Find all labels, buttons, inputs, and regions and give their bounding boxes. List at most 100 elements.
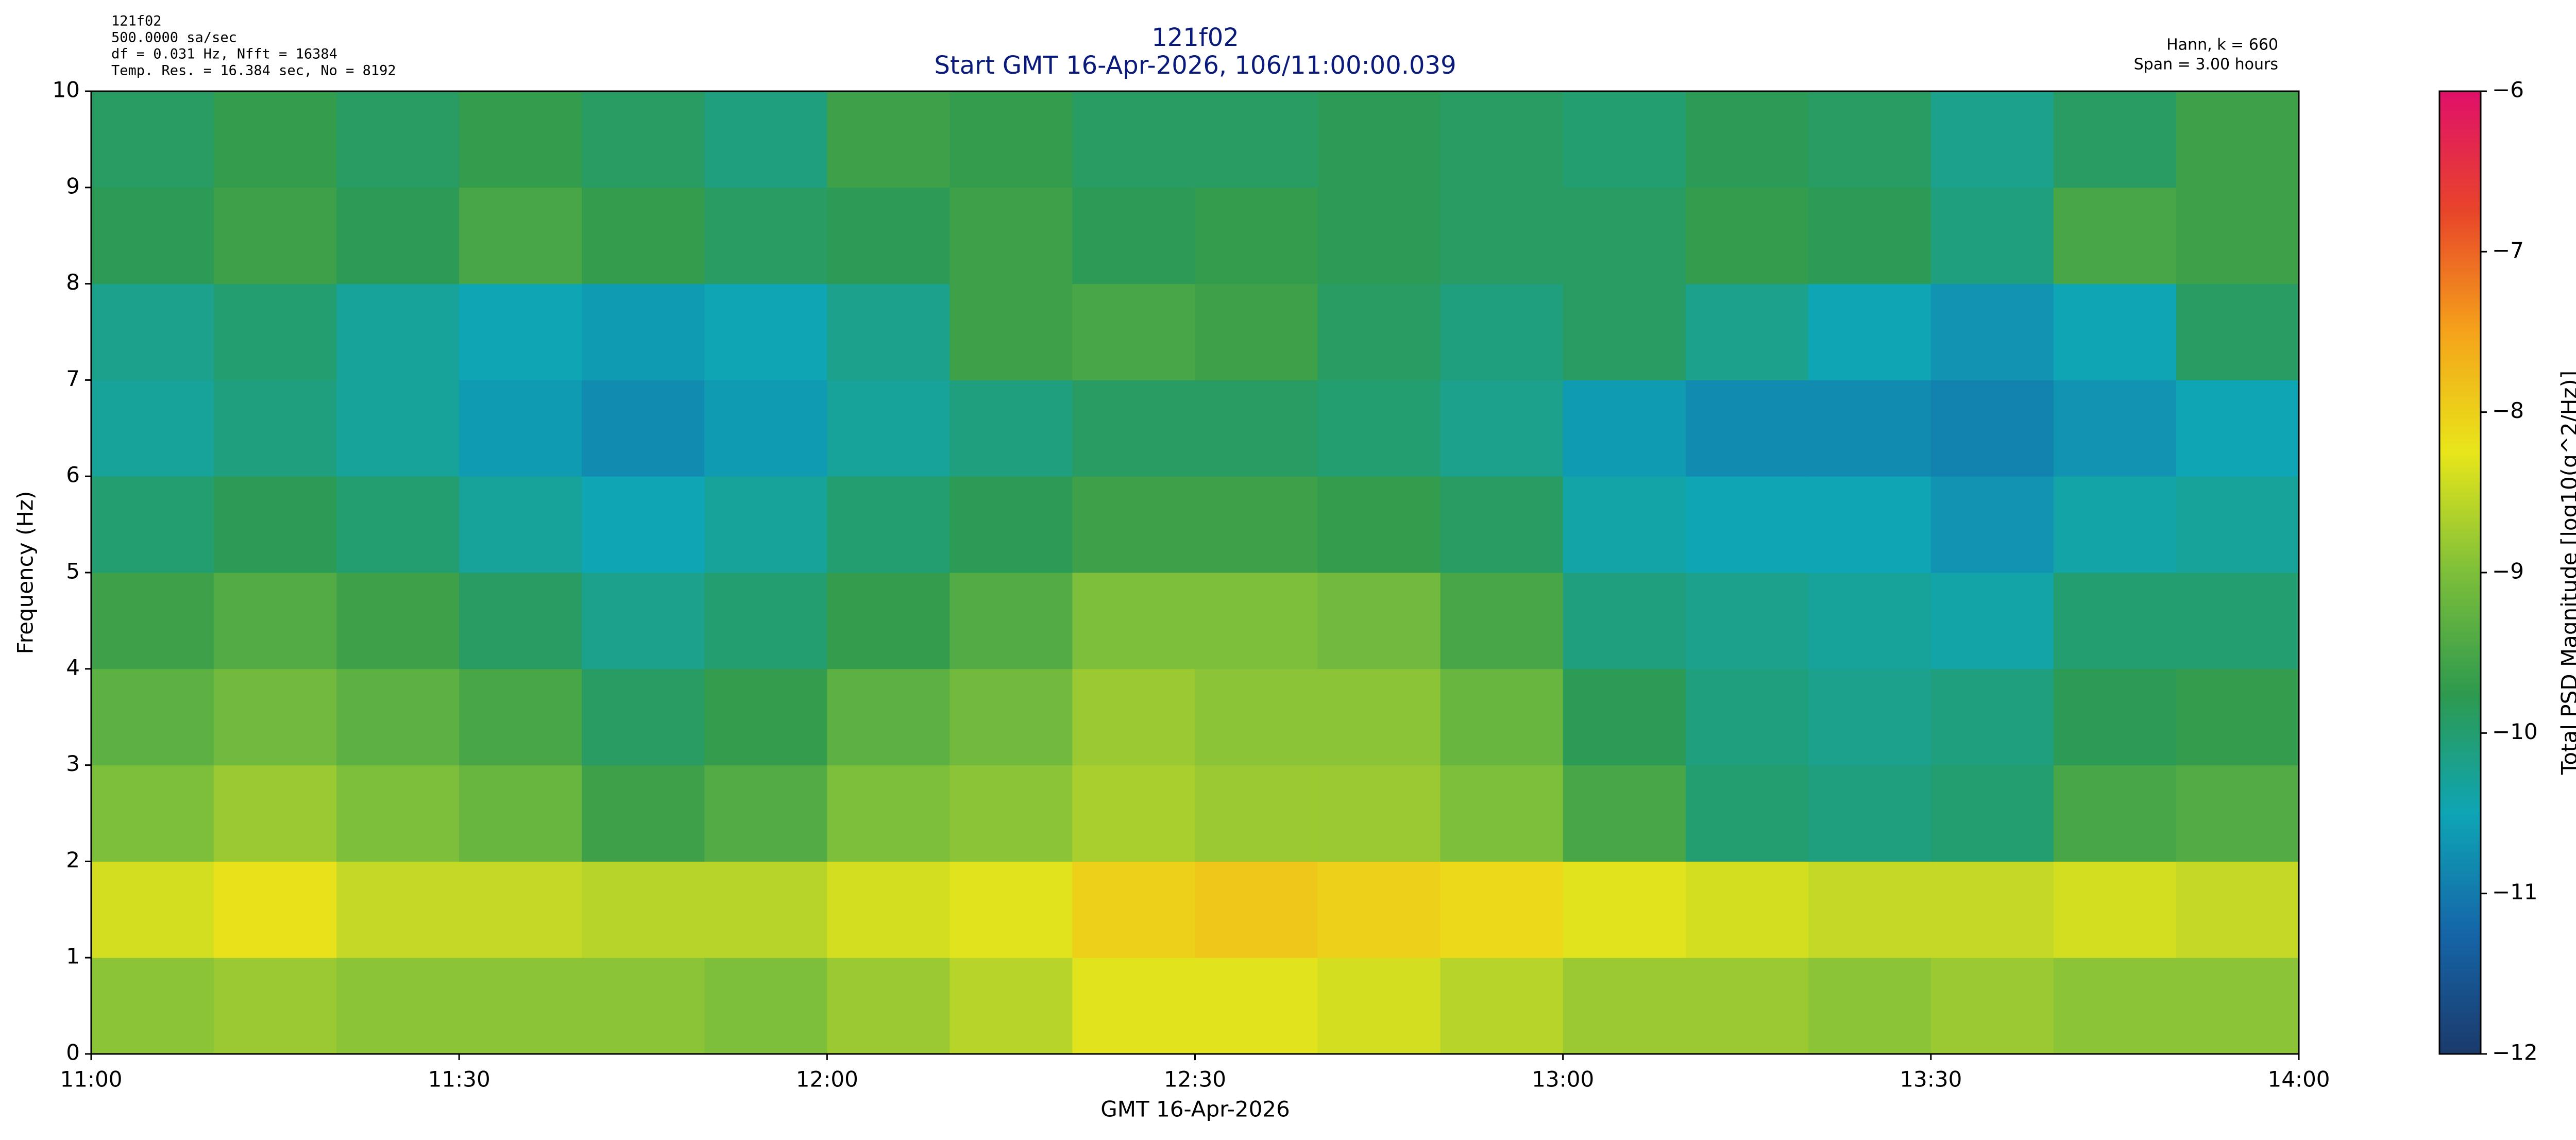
heatmap-cell [1930,187,2054,284]
heatmap-cell [704,91,827,188]
heatmap-cell [1317,187,1441,284]
heatmap-cell [336,380,460,477]
heatmap-cell [1685,187,1809,284]
heatmap-cell [91,573,214,669]
heatmap-cell [1563,861,1686,958]
heatmap-cell [582,380,705,477]
heatmap-cell [1930,668,2054,766]
heatmap-cell [1195,187,1318,284]
heatmap-cell [2176,668,2299,766]
heatmap-cell [1685,476,1809,573]
x-axis-label: GMT 16-Apr-2026 [1100,1097,1290,1122]
heatmap-cell [2176,476,2299,573]
heatmap-cell [1685,380,1809,477]
heatmap-cell [1808,765,1931,862]
heatmap-cell [1930,573,2054,669]
heatmap-cell [1317,283,1441,380]
heatmap-cell [1808,958,1931,1054]
heatmap-cell [1072,573,1195,669]
y-tick-label: 5 [66,559,80,584]
heatmap-cell [827,283,950,380]
heatmap-cell [1685,573,1809,669]
header-line: Temp. Res. = 16.384 sec, No = 8192 [111,63,396,79]
heatmap-cell [1072,476,1195,573]
heatmap-cell [1195,380,1318,477]
heatmap-cell [1930,283,2054,380]
heatmap-cell [1808,573,1931,669]
heatmap-cell [2176,91,2299,188]
heatmap-cell [214,861,337,958]
header-line: 500.0000 sa/sec [111,30,237,46]
heatmap-cell [827,668,950,766]
heatmap-cell [1195,765,1318,862]
heatmap-cell [214,187,337,284]
heatmap-cell [1563,765,1686,862]
heatmap-cell [1440,861,1564,958]
heatmap-cell [2053,668,2177,766]
heatmap-cell [1317,476,1441,573]
heatmap-cell [1195,283,1318,380]
heatmap-cell [704,476,827,573]
heatmap-cell [336,765,460,862]
y-tick-label: 3 [66,751,80,776]
heatmap-cell [1195,91,1318,188]
chart-title: 121f02 [1151,23,1239,52]
heatmap-cell [214,476,337,573]
heatmap-cell [704,668,827,766]
heatmap-cell [582,573,705,669]
heatmap-cell [582,91,705,188]
y-axis-label: Frequency (Hz) [13,491,38,655]
heatmap-cell [214,958,337,1054]
heatmap-cell [459,187,582,284]
heatmap-cell [2053,380,2177,477]
heatmap-cell [2176,380,2299,477]
heatmap-cell [1440,668,1564,766]
header-line: df = 0.031 Hz, Nfft = 16384 [111,46,337,62]
heatmap-cell [1195,668,1318,766]
heatmap-cell [827,187,950,284]
heatmap-cell [704,573,827,669]
heatmap-cell [91,380,214,477]
heatmap-cell [2053,187,2177,284]
info-line: Span = 3.00 hours [2134,56,2278,74]
heatmap-cell [1563,573,1686,669]
heatmap-cell [1440,187,1564,284]
heatmap-cell [1440,958,1564,1054]
heatmap-cell [827,958,950,1054]
heatmap-cell [827,91,950,188]
heatmap-cell [1563,380,1686,477]
heatmap-cell [950,765,1073,862]
heatmap-cell [1317,668,1441,766]
heatmap-cell [1808,476,1931,573]
heatmap-cell [1317,861,1441,958]
heatmap-cell [1072,861,1195,958]
heatmap-cell [1317,573,1441,669]
heatmap-cell [1195,573,1318,669]
heatmap-cell [459,765,582,862]
heatmap-cell [1930,958,2054,1054]
heatmap-cell [1930,765,2054,862]
heatmap-cell [827,573,950,669]
colorbar [2438,90,2482,1055]
heatmap-cell [1195,958,1318,1054]
heatmap-cell [827,380,950,477]
heatmap-cell [2176,765,2299,862]
x-tick-label: 12:00 [796,1067,858,1092]
colorbar-tick-label: −7 [2492,238,2524,263]
heatmap-cell [1440,380,1564,477]
heatmap-cell [1685,861,1809,958]
heatmap-cell [1317,91,1441,188]
heatmap-cell [91,958,214,1054]
colorbar-tick-label: −6 [2492,77,2524,103]
heatmap-cell [1072,380,1195,477]
heatmap-cell [2176,958,2299,1054]
heatmap-cell [582,187,705,284]
heatmap-cell [1440,765,1564,862]
x-tick-label: 13:00 [1532,1067,1594,1092]
heatmap-cell [2053,765,2177,862]
heatmap-cell [91,861,214,958]
heatmap-cell [336,668,460,766]
heatmap-cell [2053,861,2177,958]
y-tick-label: 0 [66,1040,80,1065]
heatmap-cell [582,765,705,862]
